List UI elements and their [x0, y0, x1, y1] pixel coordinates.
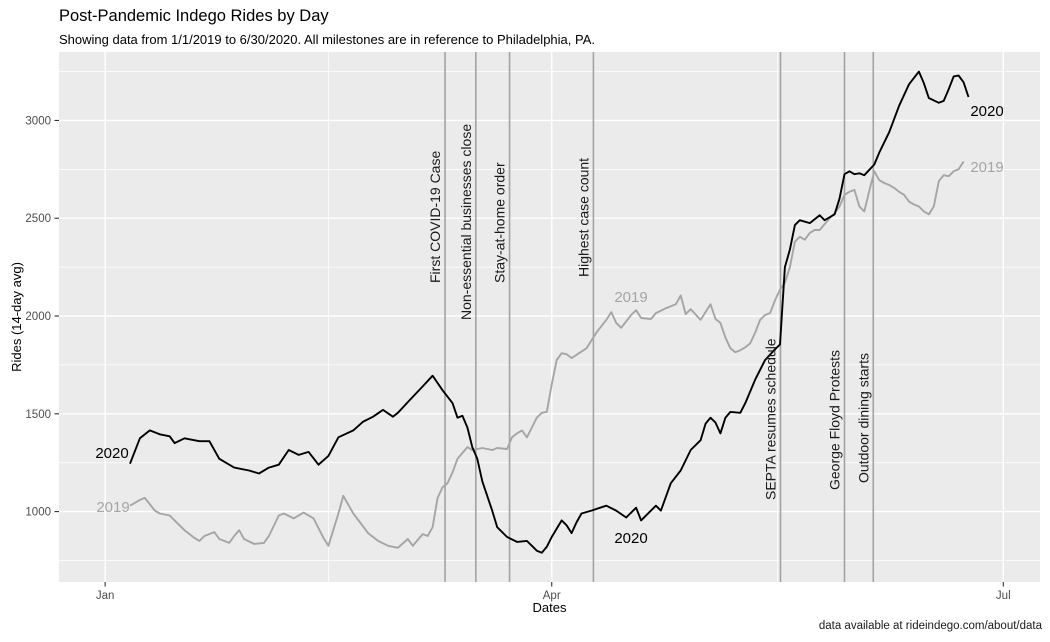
y-tick-label: 1500 [25, 409, 51, 421]
y-tick-label: 2000 [25, 311, 51, 323]
series-year-label: 2020 [614, 530, 647, 547]
x-tick-label: Apr [543, 590, 561, 602]
chart-title: Post-Pandemic Indego Rides by Day [59, 7, 329, 25]
y-tick-label: 1000 [25, 507, 51, 519]
series-line-2019 [129, 160, 965, 549]
y-axis-title: Rides (14-day avg) [9, 262, 24, 372]
series-year-label: 2019 [614, 289, 647, 306]
milestone-label: First COVID-19 Case [427, 151, 443, 283]
y-tick-label: 2500 [25, 213, 51, 225]
y-tick-label: 3000 [25, 115, 51, 127]
chart-subtitle: Showing data from 1/1/2019 to 6/30/2020.… [59, 32, 595, 47]
x-tick-label: Jan [96, 590, 115, 602]
milestone-label: Outdoor dining starts [855, 353, 871, 483]
milestone-label: Non-essential businesses close [458, 124, 474, 320]
series-line-2020 [129, 70, 970, 554]
x-axis-title: Dates [533, 600, 567, 615]
series-year-label: 2019 [96, 499, 129, 516]
series-year-label: 2020 [95, 445, 128, 462]
milestone-label: Stay-at-home order [492, 162, 508, 283]
x-tick-label: Jul [996, 590, 1011, 602]
milestone-label: SEPTA resumes schedule [762, 338, 778, 500]
data-source-caption: data available at rideindego.com/about/d… [818, 620, 1042, 632]
plot-panel [59, 52, 1040, 582]
milestone-label: Highest case count [575, 158, 591, 277]
series-year-label: 2019 [970, 159, 1003, 176]
series-year-label: 2020 [970, 103, 1003, 120]
milestone-label: George Floyd Protests [826, 350, 842, 490]
